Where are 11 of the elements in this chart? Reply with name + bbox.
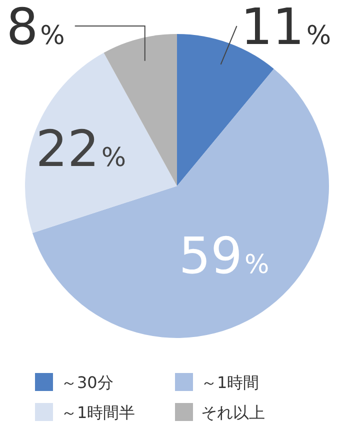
data-label: 59% (178, 227, 270, 286)
legend-label: ～1時間 (201, 373, 260, 392)
data-label: 8% (6, 0, 65, 56)
data-label: 22% (36, 120, 126, 178)
pie-slice (104, 34, 177, 186)
legend-label: それ以上 (201, 403, 265, 422)
data-label: 11% (240, 0, 332, 56)
pie-slice (32, 68, 329, 338)
legend-label: ～30分 (61, 373, 114, 392)
pie-slice (25, 52, 177, 233)
legend-label: ～1時間半 (61, 403, 136, 422)
